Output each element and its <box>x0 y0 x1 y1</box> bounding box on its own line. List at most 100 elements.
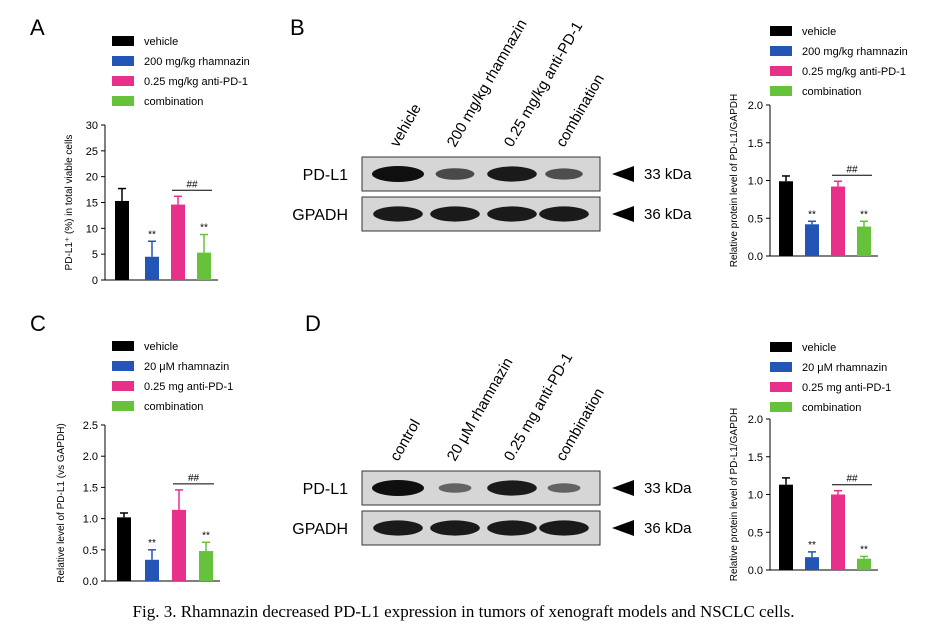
band-arrow-icon <box>612 480 634 496</box>
significance-mark: ** <box>808 209 816 220</box>
y-tick-label: 2.0 <box>748 414 763 426</box>
blot-band <box>487 520 537 536</box>
bracket-mark: ## <box>846 474 858 485</box>
y-tick-label: 20 <box>86 172 98 184</box>
bar-chart-a: vehicle 200 mg/kg rhamnazin 0.25 mg/kg ant… <box>64 36 250 287</box>
molecular-weight-label: 36 kDa <box>644 206 692 223</box>
legend-label: combination <box>144 401 203 413</box>
legend-swatch <box>112 56 134 66</box>
bar <box>857 558 871 570</box>
y-tick-label: 2.0 <box>83 451 98 463</box>
band-arrow-icon <box>612 206 634 222</box>
y-tick-label: 1.0 <box>83 514 98 526</box>
bar <box>831 186 845 256</box>
blot-band <box>539 206 589 222</box>
legend-label: combination <box>802 402 861 414</box>
bar <box>805 557 819 570</box>
y-tick-label: 0.5 <box>748 213 763 225</box>
y-tick-label: 10 <box>86 223 98 235</box>
legend-label: 0.25 mg/kg anti-PD-1 <box>802 66 906 78</box>
band-arrow-icon <box>612 166 634 182</box>
figure-caption: Fig. 3. Rhamnazin decreased PD-L1 expres… <box>132 602 795 621</box>
legend-swatch <box>770 382 792 392</box>
molecular-weight-label: 33 kDa <box>644 480 692 497</box>
bar <box>857 226 871 256</box>
legend-swatch <box>112 76 134 86</box>
blot-band <box>435 168 475 180</box>
legend-label: 200 mg/kg rhamnazin <box>802 46 908 58</box>
y-tick-label: 2.0 <box>748 100 763 112</box>
blot-band <box>372 480 424 496</box>
blot-band <box>438 483 472 493</box>
bar <box>779 181 793 256</box>
blot-band <box>539 520 589 536</box>
y-tick-label: 1.5 <box>83 482 98 494</box>
bar <box>197 252 211 280</box>
legend-label: 200 mg/kg rhamnazin <box>144 56 250 68</box>
blot-band <box>373 206 423 222</box>
significance-mark: ** <box>808 540 816 551</box>
bar-chart-b-chart: vehicle 200 mg/kg rhamnazin 0.25 mg/kg ant… <box>729 26 908 267</box>
panel-label-a: A <box>30 15 45 40</box>
protein-label: GPADH <box>292 521 348 538</box>
legend-label: 0.25 mg anti-PD-1 <box>802 382 891 394</box>
bar <box>805 224 819 256</box>
y-tick-label: 0.5 <box>748 527 763 539</box>
significance-mark: ** <box>148 538 156 549</box>
significance-mark: ** <box>202 530 210 541</box>
bar-chart-d-chart: vehicle 20 μM rhamnazin 0.25 mg anti-PD-1 c… <box>729 342 891 581</box>
legend-label: vehicle <box>802 26 836 38</box>
legend-swatch <box>112 341 134 351</box>
y-tick-label: 0.0 <box>748 251 763 263</box>
lane-label: combination <box>553 385 608 464</box>
lane-label: combination <box>553 71 608 150</box>
y-tick-label: 5 <box>92 249 98 261</box>
legend-label: 0.25 mg anti-PD-1 <box>144 381 233 393</box>
significance-mark: ** <box>860 544 868 555</box>
legend-swatch <box>770 342 792 352</box>
y-tick-label: 1.0 <box>748 490 763 502</box>
y-tick-label: 0.5 <box>83 545 98 557</box>
bracket-mark: ## <box>846 164 858 175</box>
blot-band <box>487 206 537 222</box>
legend-label: 20 μM rhamnazin <box>144 361 229 373</box>
legend-swatch <box>770 26 792 36</box>
y-tick-label: 15 <box>86 198 98 210</box>
y-tick-label: 0.0 <box>83 576 98 588</box>
legend-label: 20 μM rhamnazin <box>802 362 887 374</box>
bar <box>172 509 186 581</box>
legend-swatch <box>770 86 792 96</box>
significance-mark: ** <box>860 209 868 220</box>
panel-label-c: C <box>30 311 46 336</box>
legend-swatch <box>112 96 134 106</box>
legend-label: 0.25 mg/kg anti-PD-1 <box>144 76 248 88</box>
significance-mark: ** <box>200 223 208 234</box>
bar <box>145 559 159 581</box>
legend-label: vehicle <box>144 36 178 48</box>
bracket-mark: ## <box>188 473 200 484</box>
legend-swatch <box>770 46 792 56</box>
y-tick-label: 2.5 <box>83 420 98 432</box>
blot-band <box>545 168 583 180</box>
protein-label: GPADH <box>292 207 348 224</box>
panel-label-b: B <box>290 15 305 40</box>
legend-swatch <box>112 381 134 391</box>
legend-swatch <box>112 36 134 46</box>
y-tick-label: 30 <box>86 120 98 132</box>
y-tick-label: 25 <box>86 146 98 158</box>
bar <box>115 200 129 280</box>
protein-label: PD-L1 <box>303 167 348 184</box>
bar-chart-c: vehicle 20 μM rhamnazin 0.25 mg anti-PD-1 c… <box>56 341 233 588</box>
significance-mark: ** <box>148 229 156 240</box>
bar <box>199 551 213 581</box>
y-tick-label: 0.0 <box>748 565 763 577</box>
y-axis-label: Relative protein level of PD-L1/GAPDH <box>729 94 740 267</box>
blot-band <box>547 483 581 493</box>
panel-label-d: D <box>305 311 321 336</box>
legend-label: vehicle <box>802 342 836 354</box>
legend-swatch <box>770 402 792 412</box>
legend-label: combination <box>802 86 861 98</box>
blot-band <box>373 520 423 536</box>
lane-label: control <box>387 417 424 464</box>
bracket-mark: ## <box>186 179 198 190</box>
